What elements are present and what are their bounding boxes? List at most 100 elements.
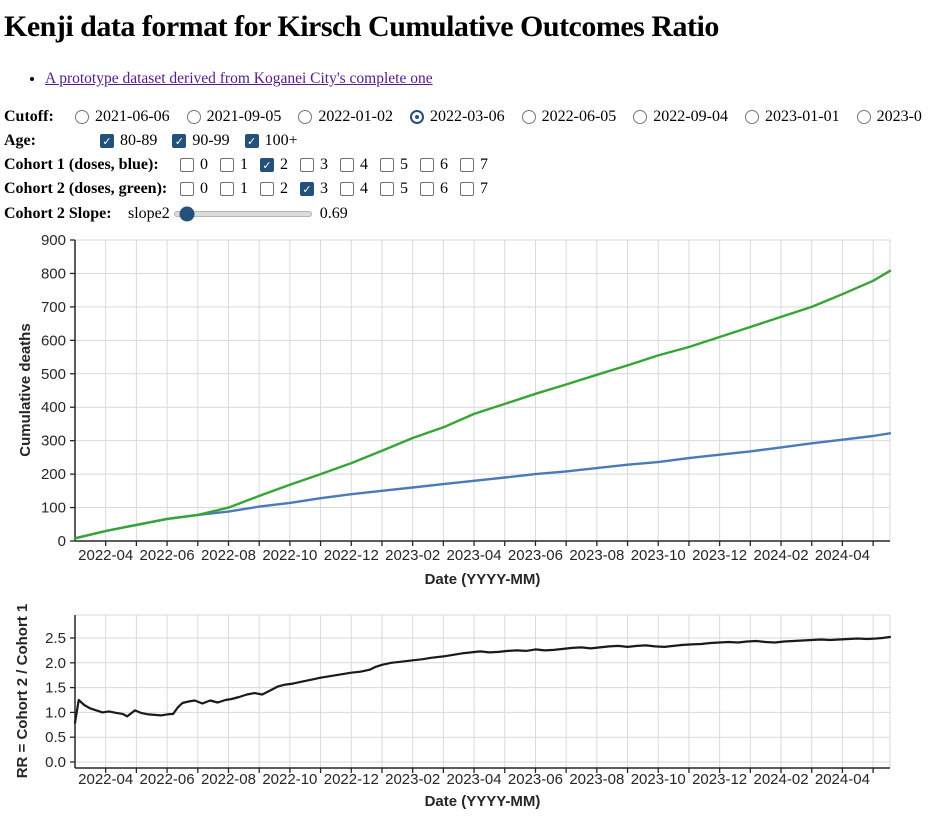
checkbox[interactable] [420,182,434,196]
option-label: 2023-0 [876,108,922,125]
cutoff-option[interactable]: 2021-06-06 [75,108,170,126]
svg-text:600: 600 [41,332,66,349]
cohort1-doses-option[interactable]: 4 [340,156,368,174]
svg-text:0.0: 0.0 [45,754,66,771]
option-label: 2021-09-05 [206,108,282,125]
cohort2-doses-option[interactable]: 0 [180,180,208,198]
cohort2-doses-option[interactable]: 3 [300,180,328,198]
checkbox[interactable] [380,182,394,196]
age-option[interactable]: 80-89 [100,132,157,150]
cutoff-option[interactable]: 2023-0 [856,108,922,126]
radio-button[interactable] [298,110,313,124]
svg-text:700: 700 [41,299,66,316]
age-label: Age: [4,132,36,149]
radio-button[interactable] [409,110,424,124]
option-label: 6 [440,180,448,197]
checkbox[interactable] [460,158,474,172]
option-label: 3 [320,156,328,173]
svg-text:500: 500 [41,366,66,383]
cohort1-doses-option[interactable]: 1 [220,156,248,174]
svg-text:2.0: 2.0 [45,655,66,672]
radio-button[interactable] [75,110,89,124]
cutoff-option[interactable]: 2021-09-05 [186,108,282,126]
svg-text:2022-12: 2022-12 [324,547,379,564]
radio-button[interactable] [744,110,759,124]
svg-text:2024-02: 2024-02 [753,547,808,564]
slope-value: 0.69 [319,205,348,222]
cohort2-doses-option[interactable]: 4 [340,180,368,198]
cutoff-option[interactable]: 2023-01-01 [744,108,840,126]
checkbox[interactable] [460,182,474,196]
svg-text:2.5: 2.5 [45,630,66,647]
cohort2-doses-option[interactable]: 5 [380,180,408,198]
radio-button[interactable] [186,110,201,124]
checkbox[interactable] [100,134,114,148]
svg-text:Date (YYYY-MM): Date (YYYY-MM) [425,571,541,588]
age-option[interactable]: 90-99 [172,132,230,150]
cutoff-option[interactable]: 2022-03-06 [409,108,505,126]
list-item: A prototype dataset derived from Koganei… [45,70,433,88]
radio-button[interactable] [856,110,871,124]
age-options: 80-89 90-99 100+ [100,132,313,150]
svg-text:2023-08: 2023-08 [569,547,624,564]
cohort1-doses-option[interactable]: 6 [420,156,448,174]
option-label: 2022-09-04 [653,108,728,125]
checkbox[interactable] [300,182,314,196]
svg-text:2022-04: 2022-04 [78,547,133,564]
option-label: 90-99 [192,132,230,149]
checkbox[interactable] [260,182,274,196]
checkbox[interactable] [220,158,234,172]
radio-button[interactable] [521,110,536,124]
checkbox[interactable] [340,158,354,172]
option-label: 6 [440,156,448,173]
slope-label: Cohort 2 Slope: [4,205,112,222]
radio-button[interactable] [633,110,648,124]
option-label: 2 [280,180,288,197]
cohort2-doses-option[interactable]: 1 [220,180,248,198]
option-label: 2022-01-02 [318,108,393,125]
svg-text:0: 0 [58,533,66,550]
cohort2-doses-option[interactable]: 2 [260,180,288,198]
cohort2-doses-option[interactable]: 6 [420,180,448,198]
age-option[interactable]: 100+ [244,132,298,150]
option-label: 4 [360,156,368,173]
checkbox[interactable] [220,182,234,196]
svg-text:2023-06: 2023-06 [508,547,563,564]
cutoff-option[interactable]: 2022-01-02 [298,108,393,126]
option-label: 2022-03-06 [429,108,505,125]
svg-text:2022-12: 2022-12 [324,771,379,788]
cohort1-doses-option[interactable]: 5 [380,156,408,174]
cohort2-doses-option[interactable]: 7 [460,180,488,198]
cutoff-option[interactable]: 2022-09-04 [633,108,728,126]
checkbox[interactable] [172,134,187,148]
checkbox[interactable] [180,182,194,196]
slope-slider-track[interactable] [173,206,312,222]
cohort1-doses-option[interactable]: 0 [180,156,208,174]
slope-slider-thumb[interactable] [179,206,195,222]
slope-slider: slope2 0.69 [128,205,348,223]
checkbox[interactable] [340,182,354,196]
checkbox[interactable] [300,158,314,172]
svg-text:900: 900 [41,232,66,249]
checkbox[interactable] [180,158,194,172]
dataset-link[interactable]: A prototype dataset derived from Koganei… [45,70,433,87]
svg-text:2023-12: 2023-12 [692,771,747,788]
checkbox[interactable] [420,158,434,172]
checkbox[interactable] [244,134,259,148]
option-label: 100+ [264,132,298,149]
option-label: 5 [400,180,408,197]
option-label: 7 [480,180,488,197]
svg-text:2022-10: 2022-10 [262,547,317,564]
checkbox[interactable] [260,158,274,172]
option-label: 7 [480,156,488,173]
checkbox[interactable] [380,158,394,172]
cohort1-doses-option[interactable]: 3 [300,156,328,174]
cohort1-doses-option[interactable]: 2 [260,156,288,174]
option-label: 1 [240,156,248,173]
option-label: 0 [200,156,208,173]
slope-row: Cohort 2 Slope: slope2 0.69 [4,203,348,225]
cutoff-option[interactable]: 2022-06-05 [521,108,616,126]
svg-text:200: 200 [41,466,66,483]
cohort1-doses-option[interactable]: 7 [460,156,488,174]
option-label: 2023-01-01 [764,108,840,125]
